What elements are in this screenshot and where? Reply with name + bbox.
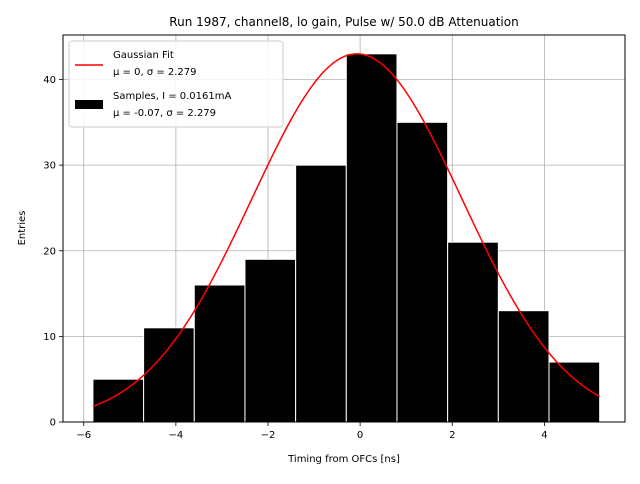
y-tick-label: 0 — [50, 418, 56, 429]
chart-title: Run 1987, channel8, lo gain, Pulse w/ 50… — [169, 15, 518, 29]
gaussian-fit-curve — [92, 53, 601, 408]
x-tick-label: 4 — [541, 430, 547, 441]
x-tick-label: 0 — [357, 430, 363, 441]
histogram-bar — [345, 53, 398, 423]
x-axis-label: Timing from OFCs [ns] — [287, 454, 400, 465]
x-axis-ticks: −6 −4 −2 0 2 4 — [76, 422, 548, 441]
y-tick-label: 40 — [43, 75, 56, 86]
legend-samples-swatch — [75, 100, 103, 109]
histogram-bar — [193, 284, 246, 423]
histogram-bars — [92, 53, 601, 423]
y-tick-label: 30 — [43, 161, 56, 172]
histogram-bar — [92, 378, 145, 423]
legend-samples-label: Samples, I = 0.0161mA — [113, 91, 231, 102]
legend-samples-stats: μ = -0.07, σ = 2.279 — [113, 108, 216, 119]
y-tick-label: 20 — [43, 246, 56, 257]
legend-fit-stats: μ = 0, σ = 2.279 — [113, 67, 197, 78]
histogram-bar — [244, 258, 297, 423]
plot-frame — [62, 34, 626, 423]
legend: Gaussian Fit μ = 0, σ = 2.279 Samples, I… — [68, 40, 284, 128]
y-axis-ticks: 0 10 20 30 40 — [43, 75, 63, 429]
x-tick-label: −2 — [261, 430, 276, 441]
legend-box — [68, 40, 284, 128]
histogram-bar — [447, 241, 499, 423]
histogram-bar — [497, 310, 550, 423]
x-tick-label: −4 — [168, 430, 183, 441]
y-tick-label: 10 — [43, 332, 56, 343]
histogram-bar — [396, 121, 449, 423]
histogram-bar — [143, 327, 195, 423]
y-axis-label: Entries — [17, 211, 28, 246]
histogram-bar — [295, 164, 347, 423]
x-tick-label: 2 — [449, 430, 455, 441]
legend-fit-label: Gaussian Fit — [113, 50, 174, 61]
x-tick-label: −6 — [76, 430, 91, 441]
